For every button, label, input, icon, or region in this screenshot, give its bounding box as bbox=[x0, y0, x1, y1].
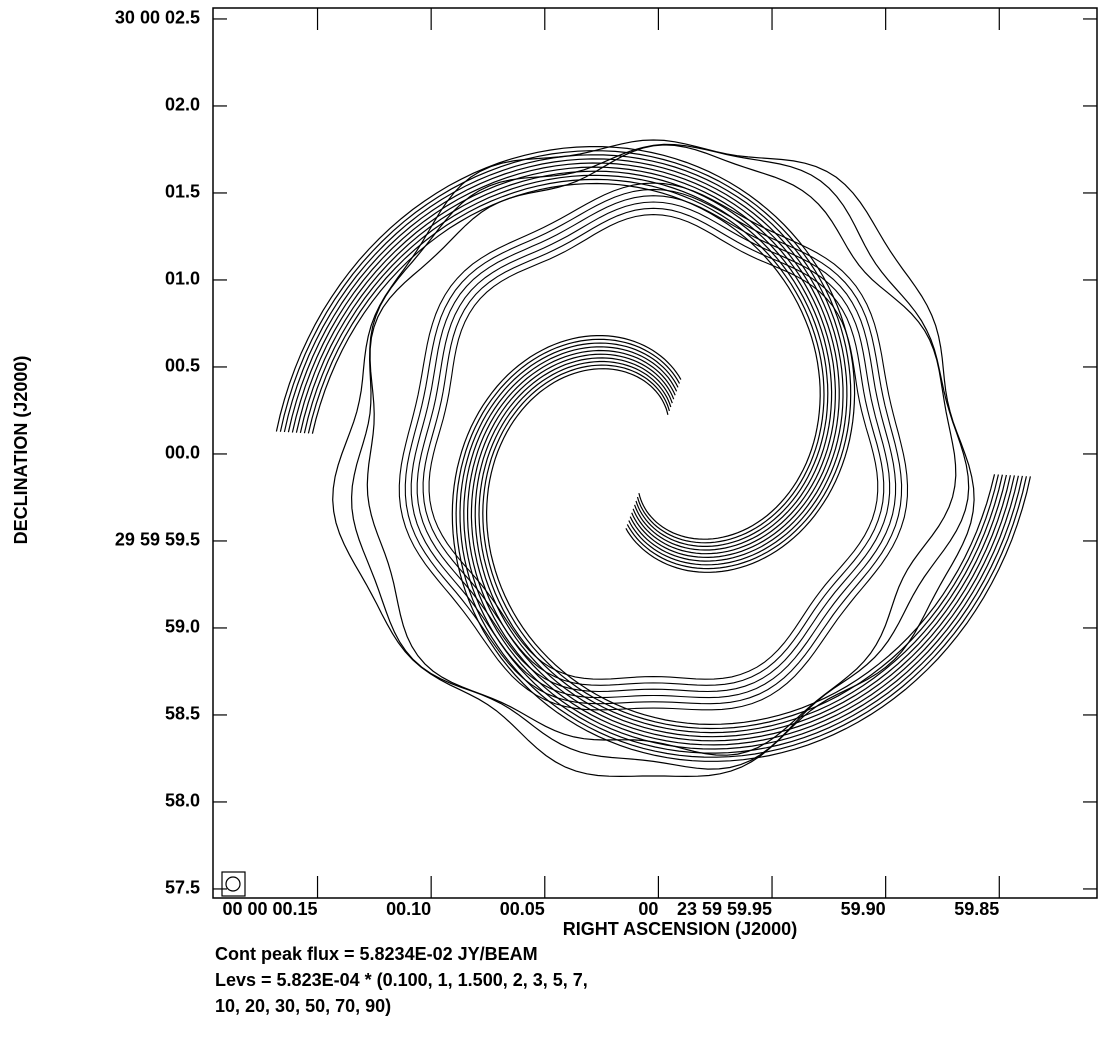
y-tick-label: 30 00 02.5 bbox=[115, 8, 200, 28]
caption-line: Levs = 5.823E-04 * (0.100, 1, 1.500, 2, … bbox=[215, 970, 588, 990]
x-tick-label: 23 59 59.95 bbox=[677, 899, 772, 919]
y-tick-label: 29 59 59.5 bbox=[115, 530, 200, 550]
y-tick-label: 01.5 bbox=[165, 182, 200, 202]
chart: DECLINATION (J2000) RIGHT ASCENSION (J20… bbox=[0, 0, 1099, 1050]
y-tick-label: 57.5 bbox=[165, 878, 200, 898]
y-tick-label: 58.0 bbox=[165, 791, 200, 811]
x-tick-label: 00 00 00.15 bbox=[222, 899, 317, 919]
contour bbox=[333, 140, 974, 776]
caption-line: Cont peak flux = 5.8234E-02 JY/BEAM bbox=[215, 944, 538, 964]
x-tick-label: 00.10 bbox=[386, 899, 431, 919]
y-tick-label: 02.0 bbox=[165, 95, 200, 115]
caption-line: 10, 20, 30, 50, 70, 90) bbox=[215, 996, 391, 1016]
x-tick-label: 00.05 bbox=[500, 899, 545, 919]
x-tick-label: 00 bbox=[638, 899, 658, 919]
y-tick-label: 00.5 bbox=[165, 356, 200, 376]
contour bbox=[429, 215, 878, 680]
beam bbox=[226, 877, 240, 891]
contour bbox=[276, 147, 854, 573]
contour bbox=[280, 151, 850, 569]
x-tick-label: 59.85 bbox=[954, 899, 999, 919]
contour bbox=[460, 343, 1022, 753]
contour bbox=[308, 179, 824, 542]
y-axis-label: DECLINATION (J2000) bbox=[11, 356, 31, 545]
x-axis-label: RIGHT ASCENSION (J2000) bbox=[563, 919, 797, 939]
contour bbox=[487, 369, 995, 725]
y-tick-label: 01.0 bbox=[165, 269, 200, 289]
x-tick-label: 59.90 bbox=[841, 899, 886, 919]
contour bbox=[352, 144, 969, 769]
y-tick-label: 59.0 bbox=[165, 617, 200, 637]
contour bbox=[456, 339, 1026, 757]
y-tick-label: 58.5 bbox=[165, 704, 200, 724]
y-tick-label: 00.0 bbox=[165, 443, 200, 463]
